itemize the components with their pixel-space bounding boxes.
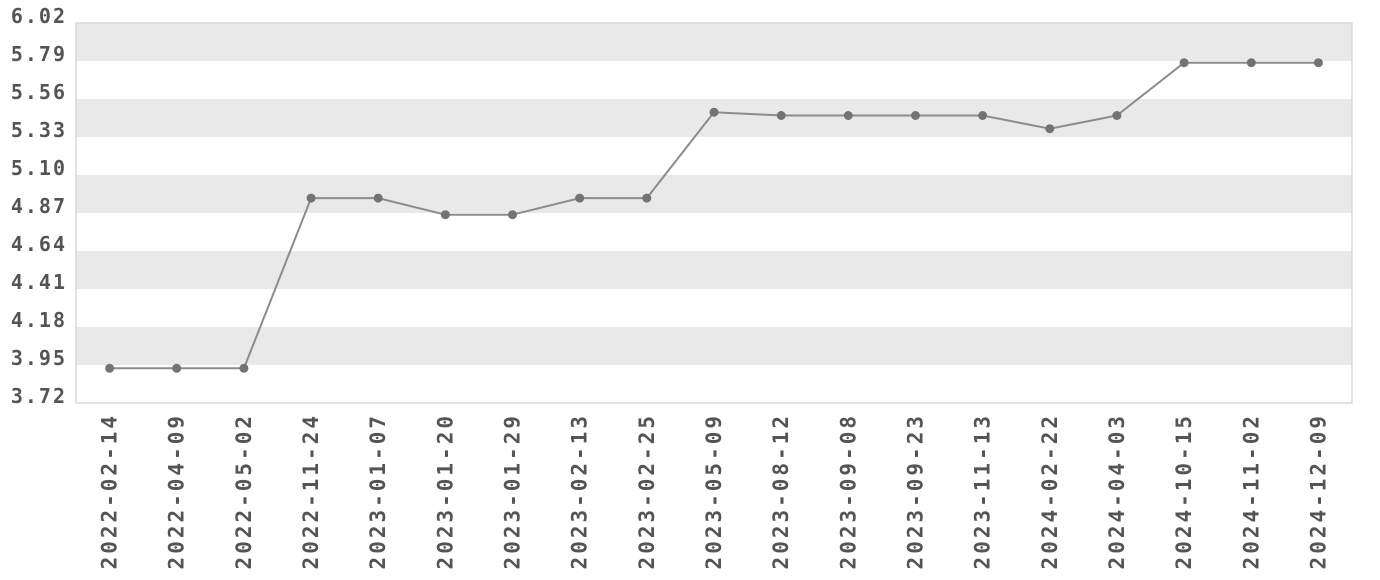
data-point <box>239 363 249 373</box>
data-point <box>709 107 719 117</box>
x-tick-label: 2023-01-29 <box>501 413 525 569</box>
data-point <box>1045 124 1055 134</box>
data-point <box>105 363 115 373</box>
grid-band <box>76 327 1352 365</box>
x-tick-label: 2023-08-12 <box>769 413 793 569</box>
y-tick-label: 4.18 <box>11 308 67 332</box>
x-tick-label: 2023-09-23 <box>903 413 927 569</box>
y-tick-label: 4.64 <box>11 232 67 256</box>
y-tick-label: 6.02 <box>11 4 67 28</box>
x-tick-label: 2022-02-14 <box>98 413 122 569</box>
y-tick-label: 5.79 <box>11 42 67 66</box>
data-point <box>978 111 988 120</box>
x-tick-label: 2023-02-25 <box>635 413 659 569</box>
x-tick-label: 2022-11-24 <box>299 413 323 569</box>
data-point <box>642 193 652 203</box>
data-point <box>1313 58 1323 68</box>
y-tick-label: 5.33 <box>11 118 67 142</box>
y-tick-label: 4.87 <box>11 194 67 218</box>
data-point <box>575 193 585 203</box>
data-point <box>843 111 853 120</box>
grid-band <box>76 23 1352 61</box>
y-tick-label: 4.41 <box>11 270 67 294</box>
x-tick-label: 2022-04-09 <box>165 413 189 569</box>
y-tick-label: 3.72 <box>11 384 67 408</box>
plot-border <box>75 22 1353 404</box>
data-point <box>776 111 786 120</box>
x-tick-label: 2023-01-07 <box>366 413 390 569</box>
x-tick-label: 2023-09-08 <box>836 413 860 569</box>
x-tick-label: 2024-04-03 <box>1105 413 1129 569</box>
data-point <box>440 210 450 220</box>
x-tick-label: 2023-11-13 <box>971 413 995 569</box>
x-tick-label: 2023-02-13 <box>568 413 592 569</box>
data-point <box>911 111 920 120</box>
x-tick-label: 2024-10-15 <box>1172 413 1196 569</box>
data-point <box>1179 58 1189 68</box>
y-tick-label: 5.56 <box>11 80 67 104</box>
data-point <box>508 210 517 220</box>
grid-band <box>76 251 1352 289</box>
data-point <box>1112 111 1122 120</box>
y-tick-label: 5.10 <box>11 156 67 180</box>
x-tick-label: 2022-05-02 <box>232 413 256 569</box>
data-point <box>373 193 383 203</box>
x-tick-label: 2024-02-22 <box>1038 413 1062 569</box>
data-point <box>172 363 182 373</box>
x-tick-label: 2024-12-09 <box>1306 413 1330 569</box>
y-tick-label: 3.95 <box>11 346 67 370</box>
x-tick-label: 2023-01-20 <box>433 413 457 569</box>
grid-band <box>76 175 1352 213</box>
x-tick-label: 2023-05-09 <box>702 413 726 569</box>
data-point <box>1246 58 1256 68</box>
data-point <box>306 193 316 203</box>
x-tick-label: 2024-11-02 <box>1239 413 1263 569</box>
grid-band <box>76 99 1352 137</box>
